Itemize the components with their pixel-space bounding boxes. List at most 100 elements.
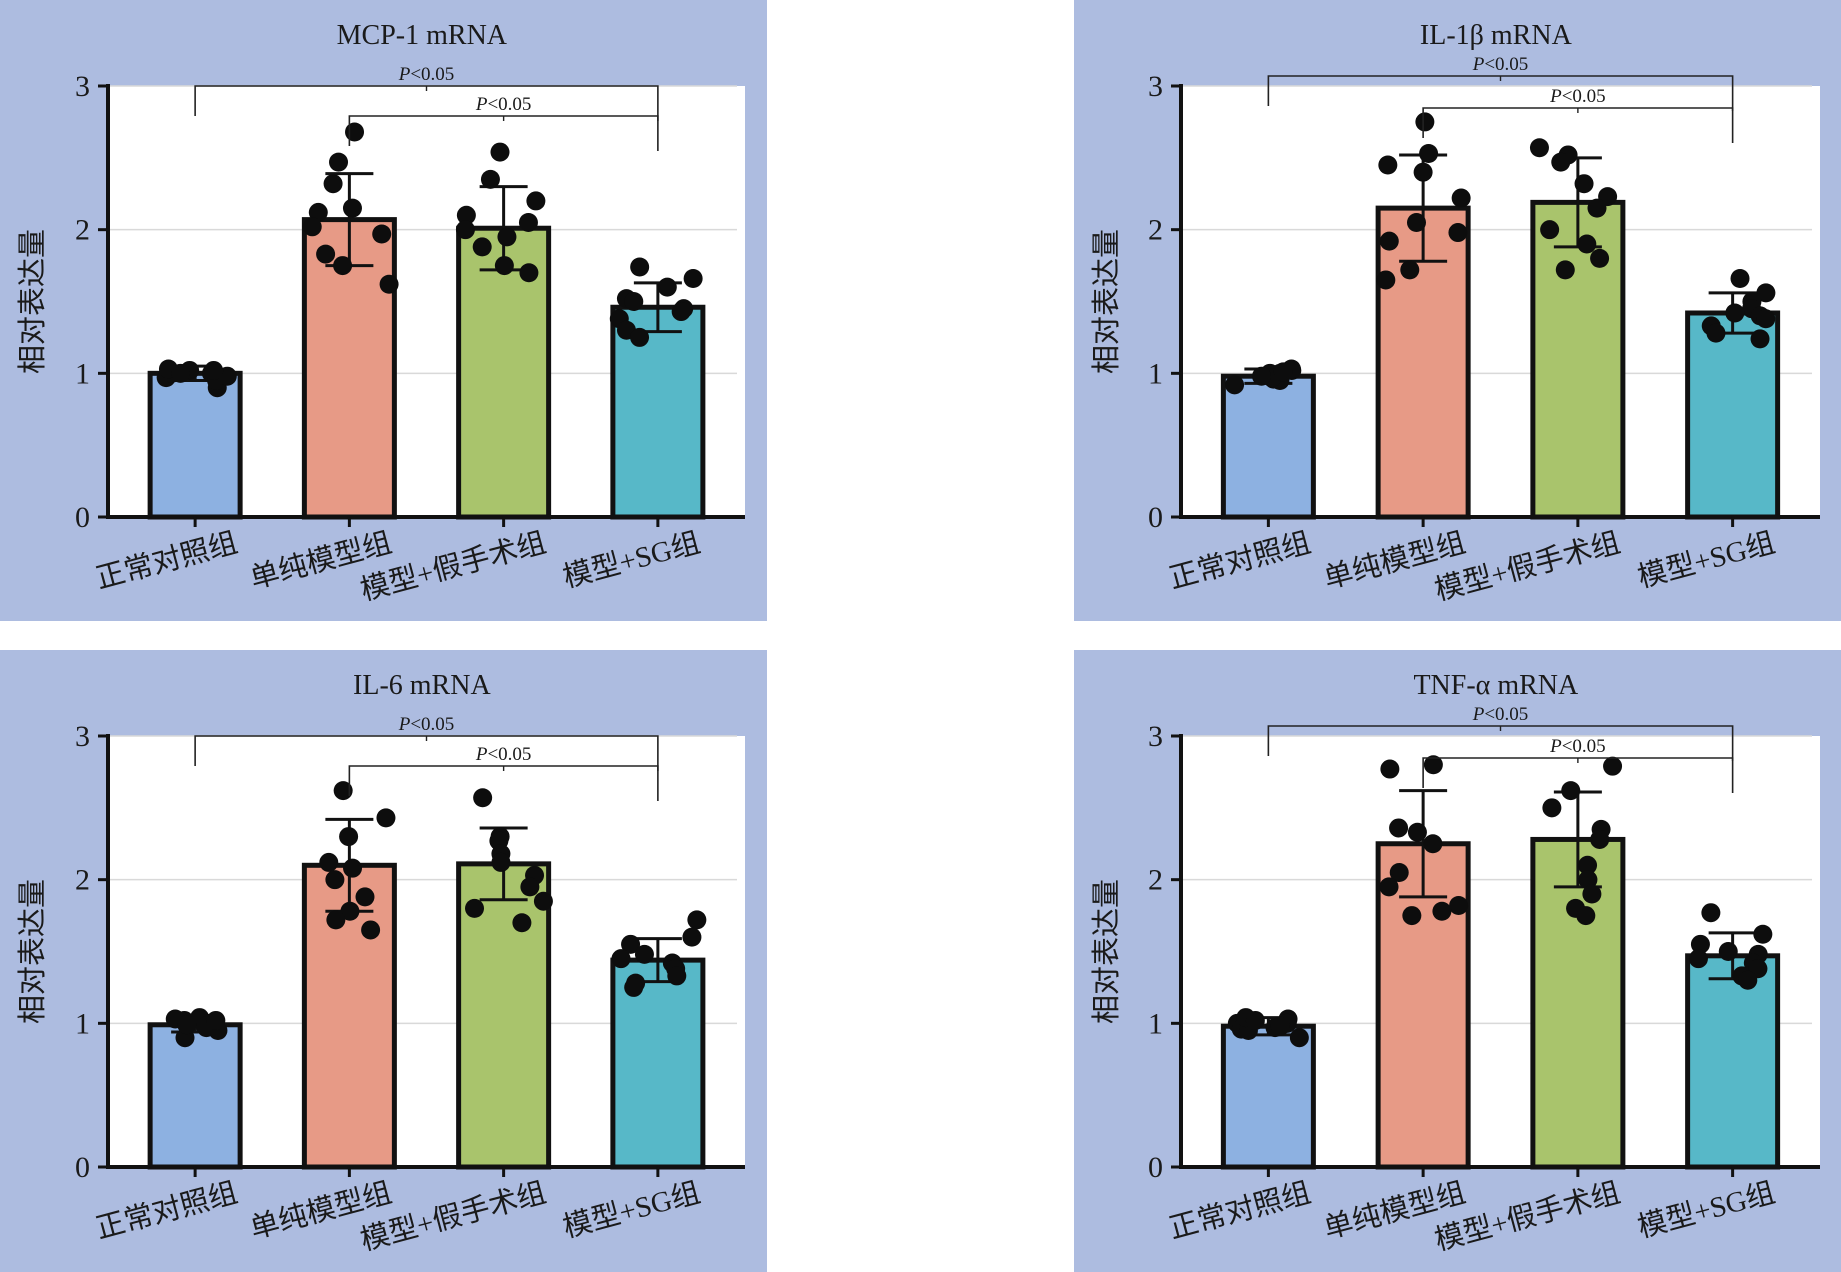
data-point-2-5 bbox=[1451, 188, 1471, 208]
bar-1 bbox=[147, 370, 243, 520]
data-point-2-4 bbox=[319, 852, 339, 872]
significance-label-1: P<0.05 bbox=[398, 64, 455, 85]
data-point-2-6 bbox=[325, 870, 345, 890]
data-point-3-6 bbox=[1587, 198, 1607, 218]
y-tick-label: 1 bbox=[1148, 357, 1163, 390]
data-point-2-1 bbox=[1423, 755, 1443, 775]
data-point-3-1 bbox=[473, 788, 493, 808]
data-point-3-7 bbox=[520, 877, 540, 897]
data-point-4-5 bbox=[611, 949, 631, 969]
data-point-3-3 bbox=[526, 191, 546, 211]
data-point-4-1 bbox=[1730, 269, 1750, 289]
data-point-4-2 bbox=[1753, 924, 1773, 944]
data-point-2-9 bbox=[1432, 901, 1452, 921]
data-point-3-5 bbox=[1590, 829, 1610, 849]
y-tick-label: 3 bbox=[1148, 720, 1163, 753]
y-tick-label: 0 bbox=[75, 501, 90, 534]
y-axis-label: 相对表达量 bbox=[1090, 229, 1123, 374]
data-point-3-9 bbox=[465, 898, 485, 918]
data-point-2-5 bbox=[1423, 834, 1443, 854]
data-point-3-10 bbox=[519, 263, 539, 283]
data-point-4-10 bbox=[1738, 970, 1758, 990]
data-point-4-1 bbox=[1701, 903, 1721, 923]
data-point-1-10 bbox=[206, 1010, 226, 1030]
chart-title: IL-6 mRNA bbox=[353, 670, 491, 701]
data-point-2-10 bbox=[1402, 906, 1422, 926]
data-point-3-4 bbox=[456, 205, 476, 225]
y-tick-label: 1 bbox=[1148, 1007, 1163, 1040]
data-point-4-8 bbox=[667, 966, 687, 986]
data-point-3-8 bbox=[1577, 234, 1597, 254]
data-point-2-6 bbox=[1406, 212, 1426, 232]
data-point-2-2 bbox=[1419, 144, 1439, 164]
y-tick-label: 1 bbox=[75, 357, 90, 390]
bar-3 bbox=[1530, 836, 1626, 1170]
data-point-3-8 bbox=[472, 237, 492, 257]
data-point-4-1 bbox=[630, 257, 650, 277]
data-point-4-4 bbox=[634, 944, 654, 964]
data-point-2-8 bbox=[316, 244, 336, 264]
data-point-4-10 bbox=[630, 327, 650, 347]
data-point-4-2 bbox=[683, 269, 703, 289]
data-point-4-3 bbox=[1690, 934, 1710, 954]
y-tick-label: 2 bbox=[1148, 864, 1163, 897]
bar-1 bbox=[147, 1022, 243, 1170]
y-tick-label: 1 bbox=[75, 1007, 90, 1040]
y-axis-label: 相对表达量 bbox=[16, 229, 49, 374]
data-point-1-9 bbox=[177, 1015, 197, 1035]
data-point-2-1 bbox=[345, 122, 365, 142]
data-point-3-1 bbox=[1529, 138, 1549, 158]
data-point-2-8 bbox=[1379, 231, 1399, 251]
data-point-4-5 bbox=[1725, 303, 1745, 323]
data-point-3-7 bbox=[497, 227, 517, 247]
data-point-2-3 bbox=[323, 174, 343, 194]
data-point-4-5 bbox=[624, 292, 644, 311]
data-point-2-3 bbox=[1389, 818, 1409, 838]
chart-title: TNF-α mRNA bbox=[1413, 670, 1579, 701]
data-point-2-10 bbox=[361, 920, 381, 940]
data-point-3-4 bbox=[1574, 174, 1594, 194]
bar-1 bbox=[1220, 1023, 1316, 1170]
y-axis-label: 相对表达量 bbox=[16, 879, 49, 1024]
data-point-2-7 bbox=[1448, 223, 1468, 243]
data-point-2-3 bbox=[1378, 155, 1398, 175]
data-point-4-7 bbox=[1756, 309, 1776, 329]
data-point-3-6 bbox=[455, 220, 475, 240]
data-point-2-1 bbox=[333, 781, 353, 801]
data-point-1-4 bbox=[1289, 1028, 1309, 1048]
data-point-1-10 bbox=[1273, 362, 1293, 382]
data-point-4-7 bbox=[671, 302, 691, 322]
data-point-3-6 bbox=[1578, 855, 1598, 875]
data-point-1-10 bbox=[204, 360, 224, 380]
y-tick-label: 2 bbox=[75, 864, 90, 897]
data-point-2-7 bbox=[1379, 877, 1399, 897]
data-point-3-5 bbox=[491, 852, 511, 872]
data-point-3-3 bbox=[1551, 152, 1571, 172]
data-point-4-3 bbox=[657, 277, 677, 297]
data-point-4-9 bbox=[1706, 323, 1726, 343]
significance-label-2: P<0.05 bbox=[475, 94, 532, 115]
bar-4 bbox=[1685, 953, 1781, 1170]
data-point-2-10 bbox=[1376, 270, 1396, 290]
significance-label-2: P<0.05 bbox=[475, 744, 532, 765]
data-point-3-2 bbox=[480, 169, 500, 189]
data-point-2-10 bbox=[379, 274, 399, 294]
data-point-2-6 bbox=[302, 217, 322, 237]
data-point-3-1 bbox=[1603, 756, 1623, 776]
significance-label-1: P<0.05 bbox=[1472, 54, 1529, 75]
data-point-2-5 bbox=[343, 858, 363, 878]
data-point-2-4 bbox=[1407, 822, 1427, 842]
data-point-1-4 bbox=[1225, 375, 1245, 395]
data-point-4-3 bbox=[621, 934, 641, 954]
data-point-1-9 bbox=[1270, 1016, 1290, 1036]
y-tick-label: 0 bbox=[75, 1151, 90, 1184]
data-point-3-10 bbox=[1576, 906, 1596, 926]
data-point-4-2 bbox=[1756, 283, 1776, 303]
data-point-4-6 bbox=[1688, 949, 1708, 969]
data-point-2-3 bbox=[339, 827, 359, 847]
data-point-4-2 bbox=[682, 927, 702, 947]
significance-label-2: P<0.05 bbox=[1549, 736, 1606, 757]
